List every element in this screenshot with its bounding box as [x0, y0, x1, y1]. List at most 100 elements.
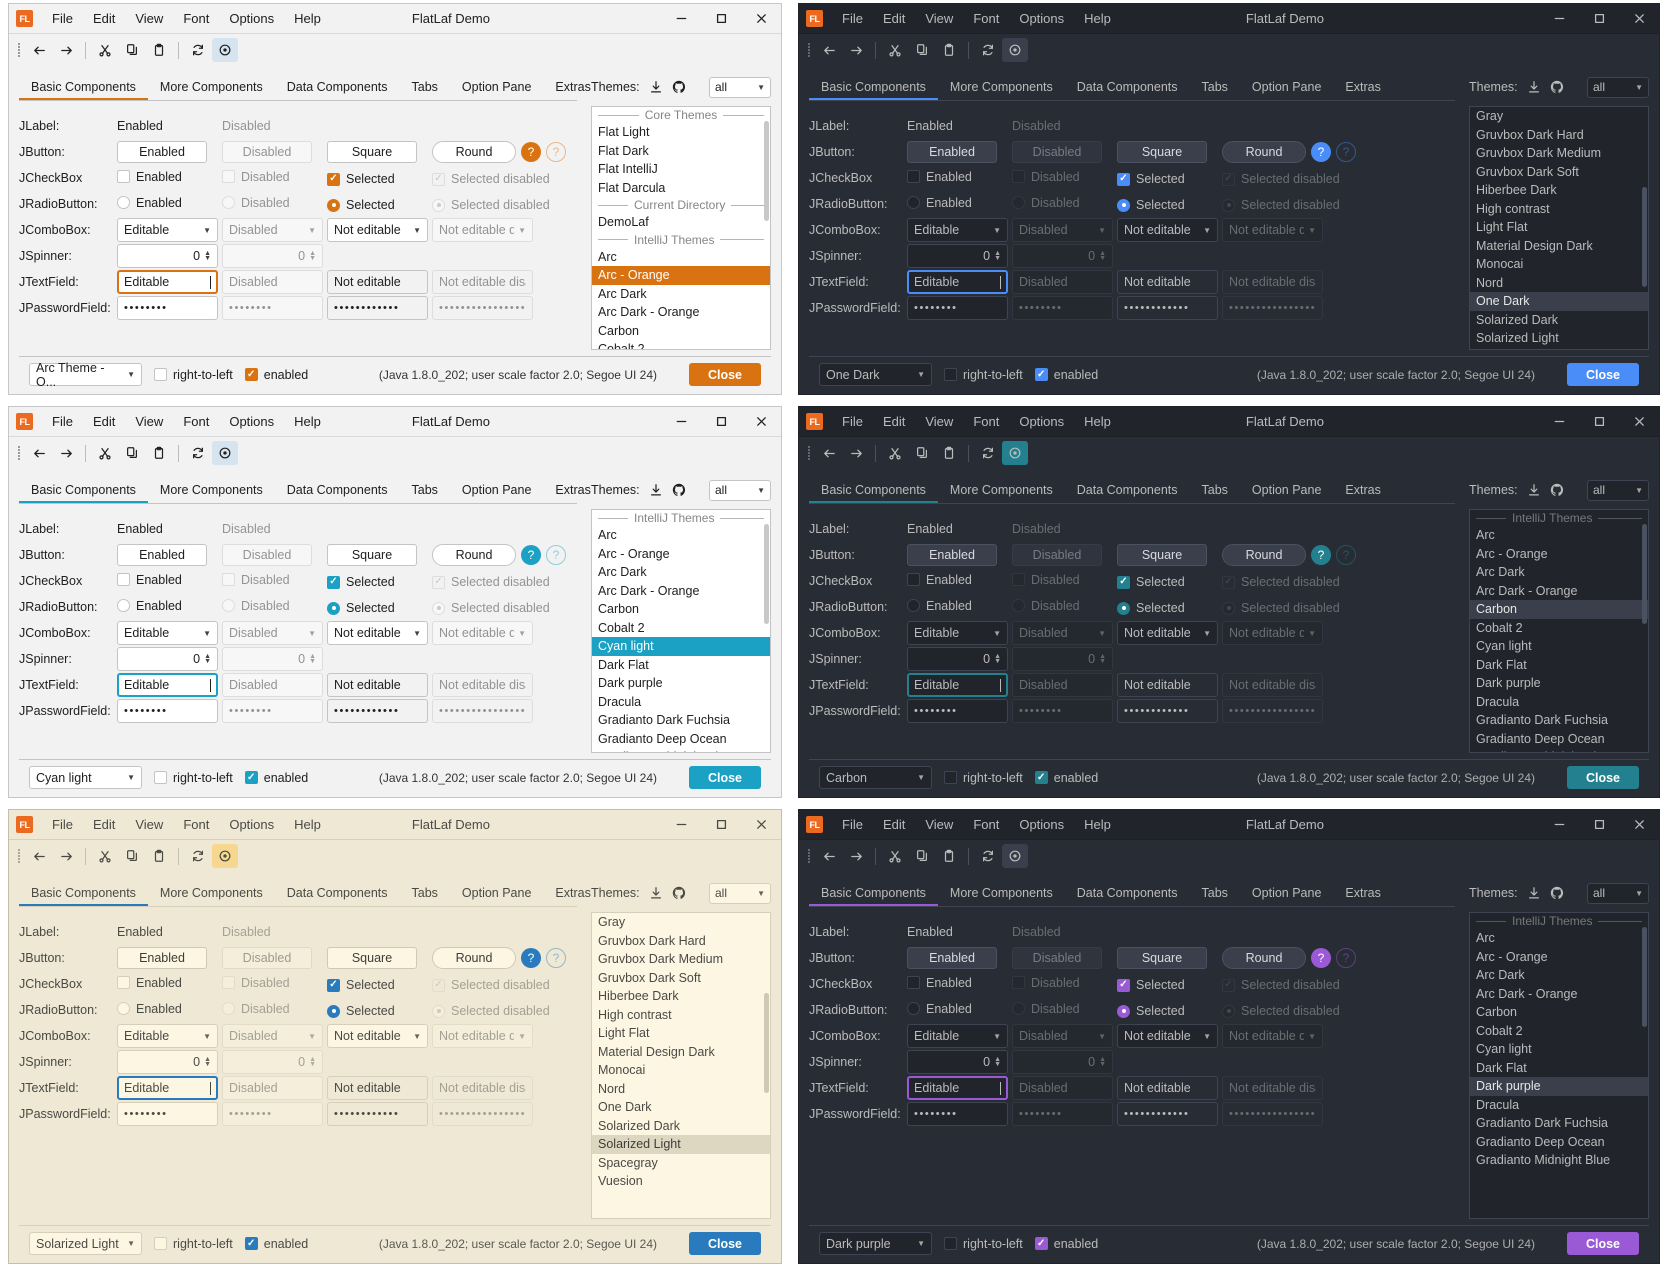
tab-extras[interactable]: Extras: [555, 886, 591, 900]
spinner-0[interactable]: 0 ▲ ▼: [117, 647, 218, 671]
list-item[interactable]: Cobalt 2: [598, 620, 645, 635]
list-item[interactable]: Gray: [598, 915, 626, 929]
combobox-0[interactable]: Editable ▼: [117, 218, 218, 242]
list-item[interactable]: Spacegray: [1470, 348, 1648, 350]
menu-options[interactable]: Options: [229, 11, 275, 26]
current-theme-combobox[interactable]: Arc Theme - O... ▼: [29, 361, 142, 389]
tab-option-pane[interactable]: Option Pane: [1251, 483, 1322, 497]
minimize-button[interactable]: [1539, 407, 1579, 437]
textfield-0[interactable]: Editable: [907, 1076, 1008, 1100]
radio-2[interactable]: Selected: [1117, 1004, 1185, 1018]
radio-2[interactable]: Selected: [1117, 198, 1185, 212]
checkbox-box[interactable]: [907, 976, 920, 990]
toolbar-preview-button[interactable]: [1002, 441, 1028, 465]
toolbar-cut-button[interactable]: [882, 38, 908, 62]
list-item[interactable]: Arc - Orange: [1476, 546, 1548, 561]
download-icon[interactable]: [649, 483, 663, 497]
toolbar-paste-button[interactable]: [936, 441, 962, 465]
download-icon[interactable]: [649, 80, 663, 94]
toolbar-preview-button[interactable]: [212, 844, 238, 868]
checkbox-box[interactable]: [327, 575, 340, 589]
spinner-arrows-icon[interactable]: ▲ ▼: [204, 1056, 211, 1068]
list-item[interactable]: Arc Dark - Orange: [598, 583, 700, 598]
list-item[interactable]: Arc Dark: [1476, 565, 1525, 579]
list-item[interactable]: Arc: [598, 249, 617, 264]
toolbar-grip[interactable]: [805, 444, 812, 462]
toolbar-forward-arrow-button[interactable]: [843, 38, 869, 62]
list-item[interactable]: Dark Flat: [1476, 1060, 1527, 1075]
checkbox-box[interactable]: [944, 1237, 957, 1250]
textfield-0[interactable]: Editable: [907, 673, 1008, 697]
tab-basic-components[interactable]: Basic Components: [19, 483, 148, 503]
close-dialog-button[interactable]: Close: [1567, 363, 1639, 386]
passwordfield-0[interactable]: ••••••••: [907, 296, 1008, 320]
list-item[interactable]: Flat IntelliJ: [598, 162, 658, 176]
passwordfield-2[interactable]: ••••••••••••: [1117, 296, 1218, 320]
tab-data-components[interactable]: Data Components: [1076, 886, 1178, 900]
toolbar-forward-arrow-button[interactable]: [843, 441, 869, 465]
list-item[interactable]: Carbon: [598, 323, 639, 338]
list-item[interactable]: Arc Dark - Orange: [1476, 583, 1578, 598]
maximize-button[interactable]: [1579, 810, 1619, 840]
toolbar-cut-button[interactable]: [92, 38, 118, 62]
menu-view[interactable]: View: [925, 414, 954, 429]
list-item[interactable]: Gradianto Midnight Blue: [1476, 1153, 1611, 1167]
toolbar-refresh-button[interactable]: [975, 38, 1001, 62]
themes-list[interactable]: IntelliJ Themes Arc Arc - Orange Arc Dark Ar…: [1469, 912, 1649, 1219]
list-item[interactable]: Material Design Dark: [598, 1044, 715, 1059]
checkbox-box[interactable]: [154, 368, 167, 381]
radio-0[interactable]: Enabled: [907, 1002, 972, 1016]
radio-2[interactable]: Selected: [1117, 601, 1185, 615]
tab-tabs[interactable]: Tabs: [1201, 886, 1228, 900]
checkbox-box[interactable]: [154, 1237, 167, 1250]
close-button[interactable]: [1619, 4, 1659, 34]
list-item[interactable]: Dark Flat: [1476, 657, 1527, 672]
close-button[interactable]: [741, 4, 781, 34]
radio-dot[interactable]: [327, 198, 340, 212]
passwordfield-2[interactable]: ••••••••••••: [1117, 1102, 1218, 1126]
list-item[interactable]: Cyan light: [1476, 1042, 1532, 1056]
list-item[interactable]: Gruvbox Dark Soft: [598, 970, 701, 985]
spinner-0[interactable]: 0 ▲ ▼: [907, 1050, 1008, 1074]
checkbox-box[interactable]: [244, 368, 258, 381]
combobox-2[interactable]: Not editable ▼: [1117, 218, 1218, 242]
checkbox-0[interactable]: Enabled: [117, 573, 182, 587]
checkbox-2[interactable]: Selected: [327, 978, 395, 992]
tab-basic-components[interactable]: Basic Components: [19, 80, 148, 100]
list-item[interactable]: Arc: [598, 528, 617, 542]
textfield-2[interactable]: Not editable: [327, 270, 428, 294]
tab-tabs[interactable]: Tabs: [1201, 483, 1228, 497]
github-icon[interactable]: [672, 886, 686, 900]
spinner-arrows-icon[interactable]: ▲ ▼: [204, 653, 211, 665]
toolbar-preview-button[interactable]: [1002, 844, 1028, 868]
right-to-left-checkbox[interactable]: right-to-left: [154, 368, 233, 382]
tab-basic-components[interactable]: Basic Components: [809, 483, 938, 503]
list-item[interactable]: High contrast: [1476, 201, 1550, 216]
menu-file[interactable]: File: [52, 414, 73, 429]
menu-file[interactable]: File: [52, 817, 73, 832]
button-0[interactable]: Enabled: [117, 544, 207, 566]
list-item[interactable]: Gradianto Dark Fuchsia: [598, 713, 731, 727]
tab-extras[interactable]: Extras: [555, 80, 591, 94]
checkbox-2[interactable]: Selected: [1117, 978, 1185, 992]
passwordfield-2[interactable]: ••••••••••••: [1117, 699, 1218, 723]
toolbar-forward-arrow-button[interactable]: [53, 441, 79, 465]
menu-font[interactable]: Font: [973, 817, 1000, 832]
checkbox-box[interactable]: [244, 1237, 258, 1250]
tab-tabs[interactable]: Tabs: [1201, 80, 1228, 94]
tab-data-components[interactable]: Data Components: [286, 886, 388, 900]
themes-filter-combobox[interactable]: all ▼: [1587, 479, 1649, 501]
checkbox-2[interactable]: Selected: [1117, 575, 1185, 589]
button-2[interactable]: Square: [327, 947, 417, 969]
radio-dot[interactable]: [117, 1002, 130, 1016]
textfield-2[interactable]: Not editable: [1117, 673, 1218, 697]
list-item[interactable]: Solarized Dark: [1476, 312, 1558, 327]
spinner-0[interactable]: 0 ▲ ▼: [907, 647, 1008, 671]
minimize-button[interactable]: [661, 407, 701, 437]
toolbar-back-arrow-button[interactable]: [26, 38, 52, 62]
list-item[interactable]: Gray: [1476, 109, 1504, 123]
textfield-0[interactable]: Editable: [907, 270, 1008, 294]
maximize-button[interactable]: [1579, 4, 1619, 34]
toolbar-forward-arrow-button[interactable]: [53, 38, 79, 62]
list-item[interactable]: Monocai: [598, 1063, 646, 1077]
